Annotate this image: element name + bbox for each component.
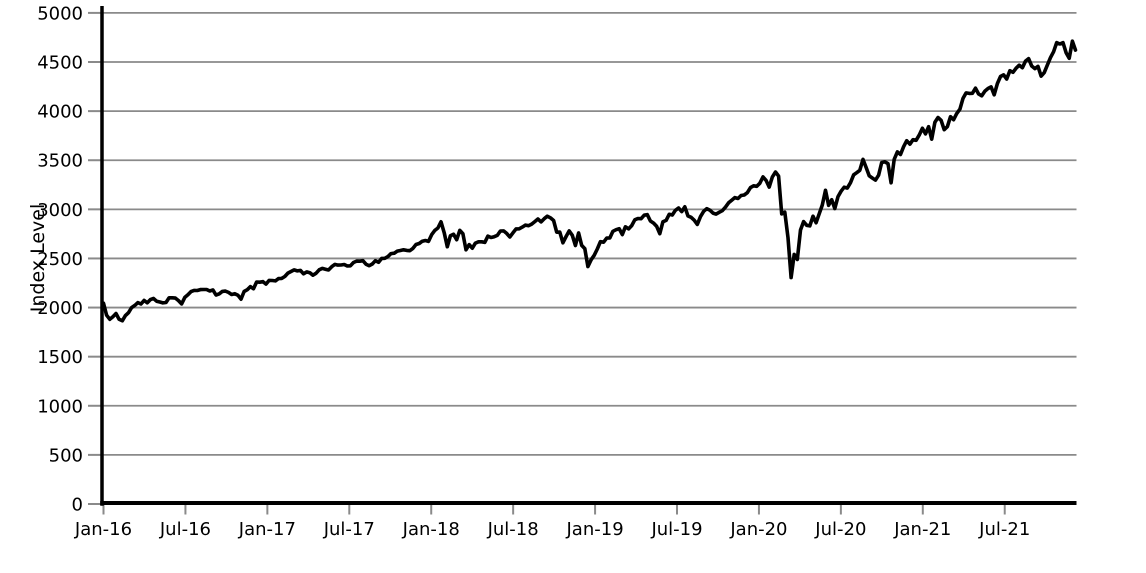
x-tick-label: Jul-21 — [978, 519, 1030, 540]
y-axis-title: Index Level — [27, 203, 49, 313]
x-tick-label: Jan-17 — [238, 519, 296, 540]
y-tick-label: 0 — [72, 495, 83, 516]
y-tick-label: 500 — [49, 445, 83, 466]
y-tick-label: 2500 — [37, 249, 83, 270]
y-tick-label: 3000 — [37, 200, 83, 221]
x-tick-label: Jan-18 — [402, 519, 460, 540]
data-line — [101, 39, 1078, 323]
y-tick-label: 4500 — [37, 53, 83, 74]
y-tick-label: 1000 — [37, 396, 83, 417]
x-tick-label: Jan-16 — [74, 519, 132, 540]
y-tick-label: 3500 — [37, 151, 83, 172]
x-tick-label: Jul-20 — [814, 519, 866, 540]
y-tick-label: 1500 — [37, 347, 83, 368]
x-tick-label: Jul-17 — [323, 519, 375, 540]
x-tick-label: Jan-19 — [566, 519, 624, 540]
x-tick-label: Jan-21 — [893, 519, 951, 540]
x-tick-label: Jul-18 — [487, 519, 539, 540]
x-tick-label: Jul-19 — [650, 519, 702, 540]
y-tick-label: 5000 — [37, 3, 83, 24]
x-tick-label: Jul-16 — [159, 519, 211, 540]
y-tick-label: 4000 — [37, 102, 83, 123]
x-tick-label: Jan-20 — [729, 519, 787, 540]
y-tick-label: 2000 — [37, 298, 83, 319]
